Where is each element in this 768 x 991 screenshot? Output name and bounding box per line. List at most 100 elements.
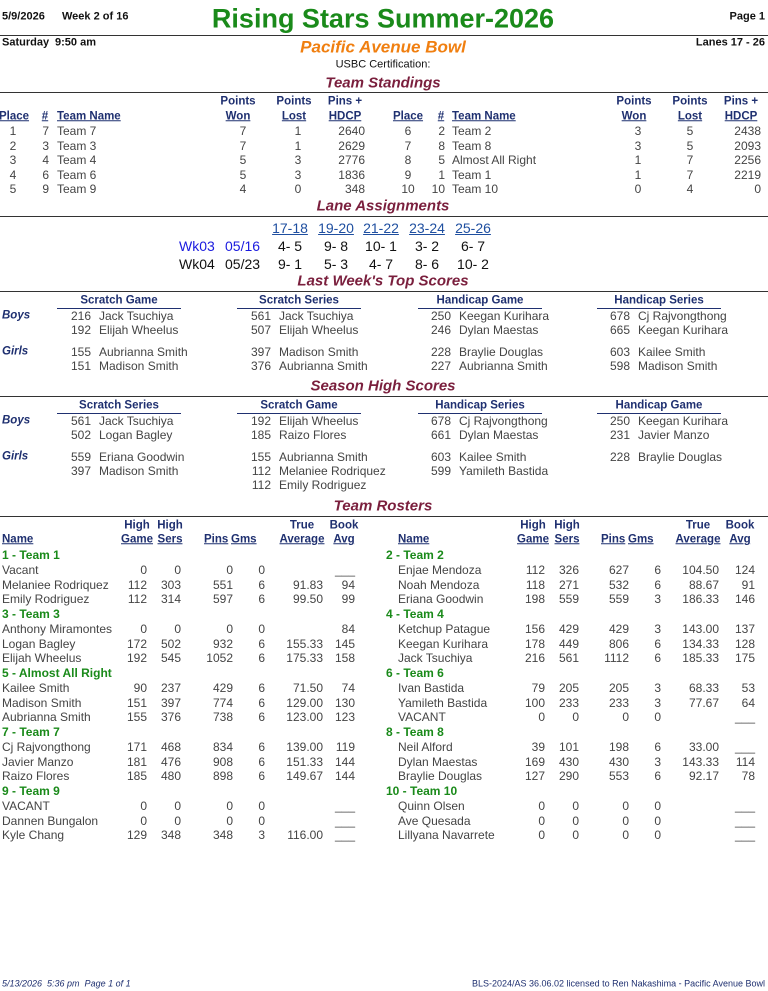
standing-cell: 2438 bbox=[734, 124, 761, 138]
standing-cell: 6 bbox=[404, 124, 412, 138]
player-stat: 151 bbox=[126, 695, 147, 710]
player-stat: 237 bbox=[160, 681, 181, 695]
player-stat: 137 bbox=[734, 622, 755, 636]
player-name: Enjae Mendoza bbox=[398, 563, 482, 577]
player-stat: 0 bbox=[258, 799, 265, 813]
bowler-name: Aubrianna Smith bbox=[459, 359, 548, 373]
player-stat: 397 bbox=[160, 695, 181, 710]
player-name: Ketchup Patague bbox=[398, 622, 491, 636]
column-header: Lost bbox=[281, 110, 307, 123]
player-stat: 112 bbox=[127, 577, 147, 592]
standing-cell: 3 bbox=[294, 153, 302, 167]
player-stat: 314 bbox=[160, 592, 181, 607]
score: 661 bbox=[430, 428, 451, 442]
bowler-name: Javier Manzo bbox=[638, 428, 710, 442]
column-header: Pins bbox=[204, 533, 229, 546]
column-header: Sers bbox=[157, 533, 183, 546]
group-label: Girls bbox=[2, 450, 29, 463]
rule bbox=[0, 516, 768, 517]
standing-cell: 2219 bbox=[734, 167, 761, 182]
player-stat: 130 bbox=[334, 695, 355, 710]
player-stat: 104.50 bbox=[682, 563, 719, 577]
column-header: Game bbox=[121, 533, 153, 546]
player-name: Logan Bagley bbox=[2, 636, 76, 651]
player-name: Neil Alford bbox=[398, 740, 453, 754]
bowler-name: Dylan Maestas bbox=[459, 428, 539, 442]
time: 9:50 am bbox=[55, 36, 96, 49]
player-stat: 0 bbox=[226, 563, 233, 577]
player-stat: 326 bbox=[558, 563, 579, 577]
player-stat: 6 bbox=[258, 740, 265, 754]
player-stat: 551 bbox=[212, 577, 233, 592]
player-stat: 559 bbox=[558, 592, 579, 607]
bowler-name: Yamileth Bastida bbox=[459, 464, 549, 478]
player-name: Noah Mendoza bbox=[398, 577, 480, 592]
standing-cell: 4 bbox=[42, 153, 49, 167]
player-stat: 216 bbox=[524, 651, 545, 666]
bowler-name: Madison Smith bbox=[99, 359, 179, 373]
player-stat: 0 bbox=[538, 710, 545, 725]
standing-cell: 1 bbox=[9, 124, 17, 138]
rule bbox=[0, 216, 768, 217]
score: 507 bbox=[250, 323, 271, 337]
standing-cell: 1 bbox=[634, 167, 642, 182]
bowler-name: Aubrianna Smith bbox=[279, 450, 368, 464]
column-header: # bbox=[437, 110, 445, 123]
score: 678 bbox=[609, 309, 630, 323]
player-stat: 6 bbox=[654, 651, 661, 666]
footer-left: 5/13/2026 5:36 pm Page 1 of 1 bbox=[2, 978, 131, 989]
player-stat: 71.50 bbox=[292, 681, 323, 695]
standing-cell: 0 bbox=[294, 182, 302, 196]
section-title: Last Week's Top Scores bbox=[297, 272, 469, 290]
underline bbox=[418, 413, 542, 414]
player-stat: 144 bbox=[334, 769, 355, 784]
player-stat: 205 bbox=[558, 681, 579, 695]
standing-cell: 7 bbox=[404, 138, 412, 153]
player-stat: 6 bbox=[654, 577, 661, 592]
bowler-name: Raizo Flores bbox=[279, 428, 347, 442]
standing-cell: 1 bbox=[438, 167, 445, 182]
underline bbox=[597, 413, 721, 414]
lane-pair: 9- 8 bbox=[323, 238, 349, 254]
standing-cell: 5 bbox=[686, 138, 694, 153]
column-header: High bbox=[520, 519, 546, 532]
player-stat: 429 bbox=[608, 622, 629, 636]
column-header: Name bbox=[2, 533, 34, 546]
player-stat: ___ bbox=[334, 799, 355, 813]
score: 231 bbox=[609, 428, 630, 442]
group-label: Boys bbox=[2, 309, 31, 322]
player-name: Ave Quesada bbox=[398, 813, 471, 828]
player-stat: 92.17 bbox=[688, 769, 719, 784]
player-stat: 553 bbox=[608, 769, 629, 784]
player-stat: 0 bbox=[140, 563, 147, 577]
standing-cell: 0 bbox=[634, 182, 642, 196]
standing-cell: 0 bbox=[754, 182, 761, 196]
player-stat: 0 bbox=[258, 563, 265, 577]
player-stat: ___ bbox=[734, 813, 755, 828]
player-stat: 143.33 bbox=[682, 754, 719, 769]
team-name: Team 8 bbox=[452, 138, 492, 153]
column-header: Sers bbox=[554, 533, 580, 546]
player-stat: 139.00 bbox=[286, 740, 323, 754]
player-stat: 175.33 bbox=[286, 651, 323, 666]
lane-header: 21-22 bbox=[363, 220, 399, 236]
score: 185 bbox=[250, 428, 271, 442]
player-stat: 171 bbox=[126, 740, 147, 754]
player-name: Elijah Wheelus bbox=[2, 651, 82, 666]
bowler-name: Elijah Wheelus bbox=[279, 414, 359, 428]
score: 603 bbox=[430, 450, 451, 464]
player-stat: 3 bbox=[654, 754, 661, 769]
player-stat: 198 bbox=[524, 592, 545, 607]
week: Week 2 of 16 bbox=[62, 10, 129, 23]
certification: USBC Certification: bbox=[335, 58, 431, 71]
team-name: Team 1 bbox=[452, 167, 492, 182]
standing-cell: 4 bbox=[9, 167, 17, 182]
standing-cell: 7 bbox=[239, 138, 247, 153]
player-stat: 68.33 bbox=[688, 681, 719, 695]
player-stat: 156 bbox=[524, 622, 545, 636]
standing-cell: 9 bbox=[404, 167, 412, 182]
player-stat: 155.33 bbox=[286, 636, 323, 651]
standing-cell: 2776 bbox=[338, 153, 365, 167]
player-name: Aubrianna Smith bbox=[2, 710, 91, 725]
standing-cell: 3 bbox=[634, 138, 642, 153]
